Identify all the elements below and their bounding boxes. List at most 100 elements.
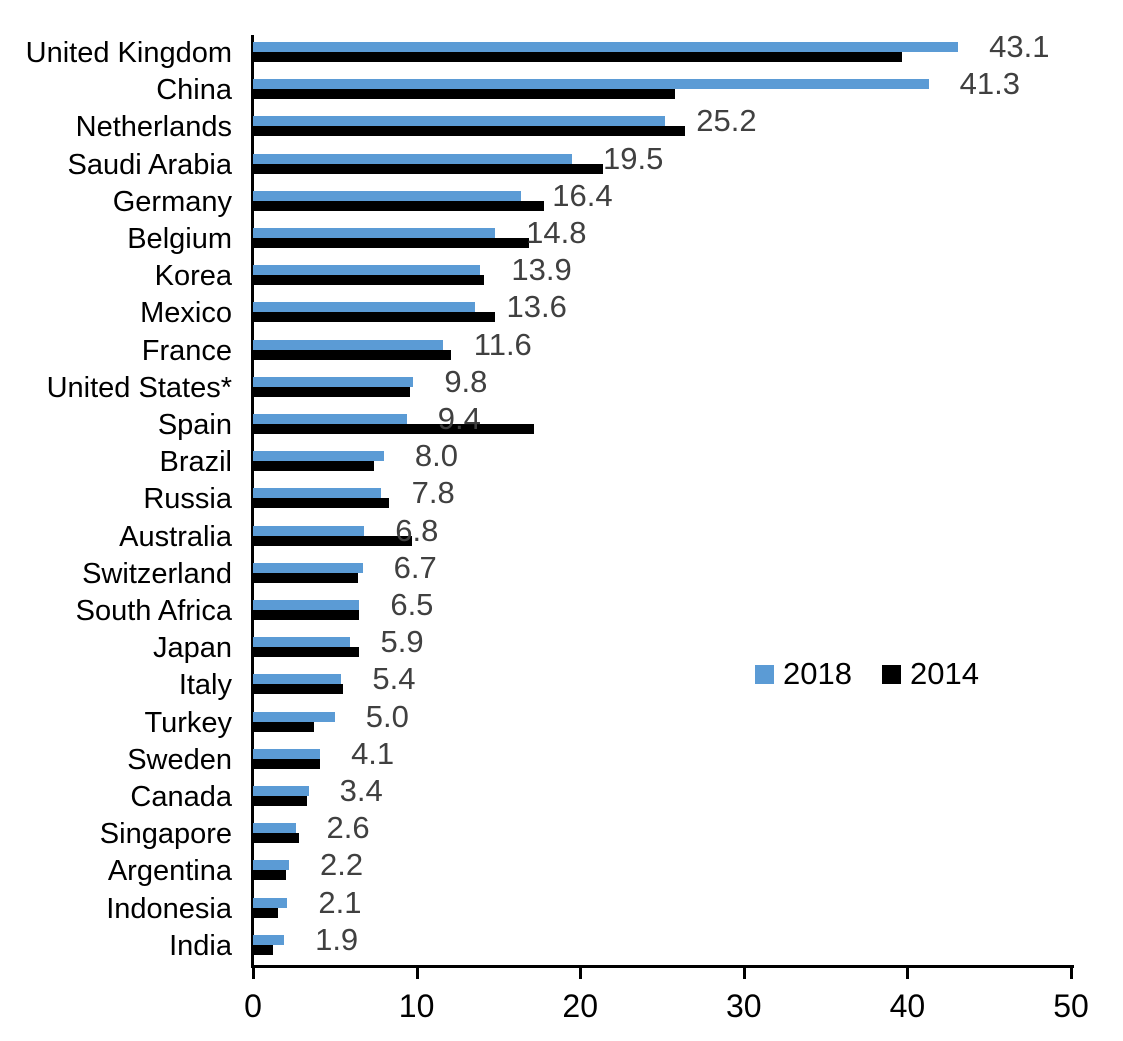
bar-2014 xyxy=(253,126,685,137)
category-label: Argentina xyxy=(107,855,232,888)
category-label: Sweden xyxy=(127,743,232,776)
x-axis-tick-label: 30 xyxy=(726,988,762,1024)
bar-2018 xyxy=(253,786,309,796)
y-axis-line xyxy=(251,35,254,968)
bar-2018 xyxy=(253,600,360,610)
bar-2014 xyxy=(253,870,286,881)
value-label: 16.4 xyxy=(552,177,613,213)
bar-2014 xyxy=(253,312,496,323)
value-label: 5.0 xyxy=(365,698,409,734)
category-label: Canada xyxy=(130,781,232,814)
category-label: Saudi Arabia xyxy=(67,148,232,181)
bar-2018 xyxy=(253,153,573,164)
bar-2014 xyxy=(253,647,360,658)
bar-2014 xyxy=(253,721,314,732)
bar-2014 xyxy=(253,163,604,174)
value-label: 41.3 xyxy=(959,66,1020,102)
value-label: 5.9 xyxy=(380,624,424,660)
x-axis-tick-label: 0 xyxy=(244,988,262,1024)
value-label: 3.4 xyxy=(339,773,383,808)
bar-2018 xyxy=(253,376,414,387)
x-axis-tick xyxy=(252,968,255,979)
category-label: Germany xyxy=(112,185,232,218)
value-label: 11.6 xyxy=(473,326,532,362)
value-label: 2.1 xyxy=(318,884,362,920)
bar-2014 xyxy=(253,610,360,620)
value-label: 25.2 xyxy=(696,103,757,139)
bar-2014 xyxy=(253,386,411,397)
category-label: Turkey xyxy=(144,706,232,739)
legend-item-2018: 2018 xyxy=(755,656,852,692)
category-label: Mexico xyxy=(140,297,232,330)
legend-item-2014: 2014 xyxy=(881,656,979,692)
bar-2018 xyxy=(253,414,407,424)
category-label: Brazil xyxy=(159,446,232,479)
bar-2014 xyxy=(253,572,358,583)
legend-label: 2018 xyxy=(783,656,852,691)
x-axis-tick xyxy=(579,968,583,979)
bar-2018 xyxy=(253,637,350,648)
bar-2014 xyxy=(253,758,321,769)
bar-2014 xyxy=(253,833,299,844)
bar-2018 xyxy=(253,525,365,536)
bar-2018 xyxy=(253,451,384,462)
bar-2018 xyxy=(253,711,335,722)
bar-2018 xyxy=(253,860,289,871)
value-label: 6.8 xyxy=(395,512,439,548)
value-label: 2.2 xyxy=(319,847,364,883)
category-label: Indonesia xyxy=(106,892,232,925)
value-label: 2.6 xyxy=(326,810,370,846)
legend: 2018 2014 xyxy=(755,656,979,692)
bar-2014 xyxy=(253,684,343,695)
bar-2014 xyxy=(253,424,535,434)
x-axis-tick-label: 40 xyxy=(889,988,926,1024)
bar-2018 xyxy=(253,823,296,834)
bar-2018 xyxy=(253,42,959,52)
bar-2014 xyxy=(253,52,903,62)
legend-swatch-2014 xyxy=(881,664,901,684)
bar-2014 xyxy=(253,461,375,472)
bar-2018 xyxy=(253,748,321,759)
category-label: United States* xyxy=(46,371,232,404)
x-axis-tick-label: 20 xyxy=(562,988,598,1024)
bar-2018 xyxy=(253,265,481,276)
legend-swatch-2018 xyxy=(755,664,774,684)
value-label: 13.9 xyxy=(511,252,572,288)
bar-2014 xyxy=(253,535,412,546)
value-label: 9.4 xyxy=(437,401,481,436)
bar-2018 xyxy=(253,674,342,685)
bar-2014 xyxy=(253,796,307,806)
bar-2014 xyxy=(253,944,273,955)
value-label: 4.1 xyxy=(351,735,395,771)
bar-2014 xyxy=(253,238,530,248)
bar-2018 xyxy=(253,79,929,90)
category-label: Korea xyxy=(154,260,232,293)
bar-2014 xyxy=(253,907,278,918)
bar-2018 xyxy=(253,934,285,945)
category-label: Spain xyxy=(157,409,232,442)
legend-label: 2014 xyxy=(909,656,979,691)
bar-2018 xyxy=(253,228,496,238)
category-label: Japan xyxy=(152,632,232,665)
bar-2014 xyxy=(253,498,389,509)
x-axis-line xyxy=(251,965,1074,968)
bar-2018 xyxy=(253,562,363,573)
bar-2014 xyxy=(253,275,484,286)
x-axis-tick xyxy=(742,968,746,979)
category-label: Italy xyxy=(178,669,232,702)
category-label: China xyxy=(156,74,232,107)
x-axis-tick xyxy=(1070,968,1073,979)
category-label: Netherlands xyxy=(75,111,232,144)
x-axis-tick-label: 10 xyxy=(398,988,435,1024)
value-label: 6.5 xyxy=(390,587,434,622)
category-label: France xyxy=(141,334,232,367)
category-label: Singapore xyxy=(99,818,232,851)
value-label: 6.7 xyxy=(393,549,437,585)
value-label: 8.0 xyxy=(414,438,458,474)
bar-2014 xyxy=(253,200,545,211)
value-label: 13.6 xyxy=(506,289,567,325)
x-axis-tick-label: 50 xyxy=(1053,988,1089,1024)
bar-2018 xyxy=(253,302,476,313)
bar-2018 xyxy=(253,488,381,499)
bar-2018 xyxy=(253,897,288,908)
